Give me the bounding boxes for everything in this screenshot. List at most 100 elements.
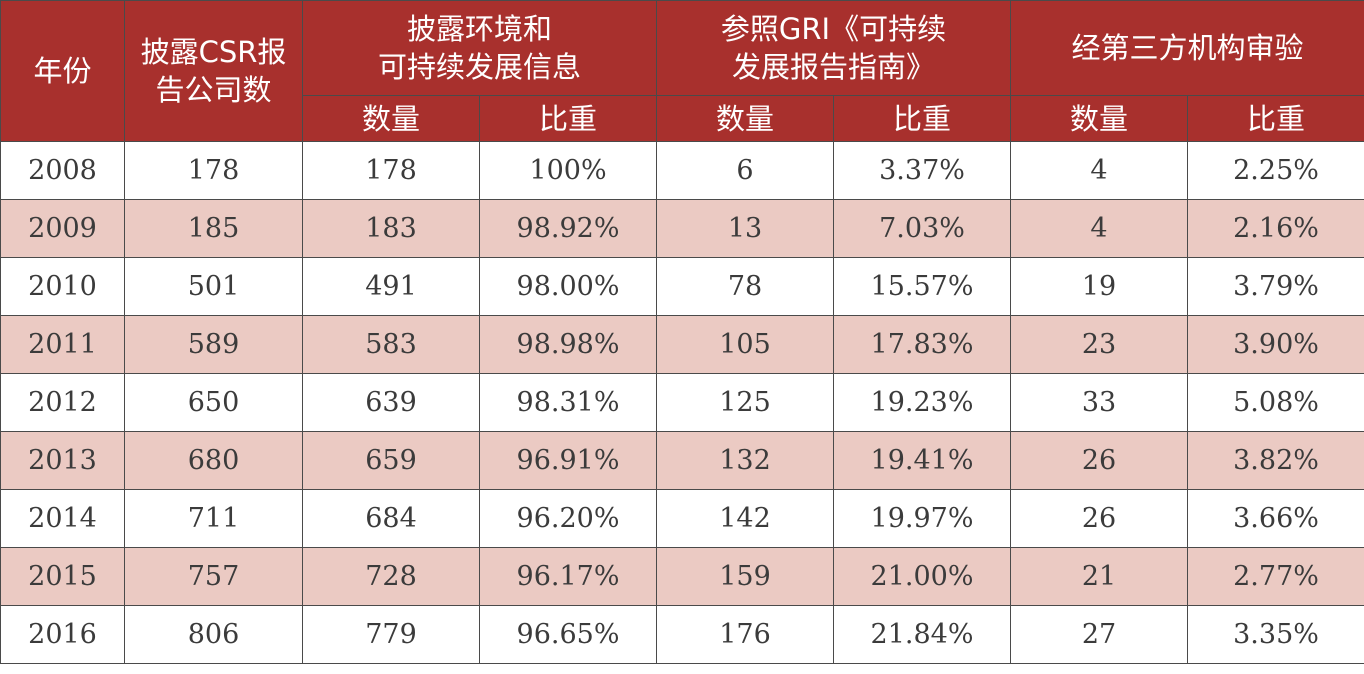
cell-year: 2011 [0,315,125,374]
cell-audit-ratio: 3.35% [1187,605,1364,664]
table-row: 2011 589 583 98.98% 105 17.83% 23 3.90% [0,315,1364,374]
cell-gri-count: 159 [656,547,835,606]
table-row: 2012 650 639 98.31% 125 19.23% 33 5.08% [0,373,1364,432]
cell-env-ratio: 98.00% [478,257,658,316]
cell-gri-ratio: 19.41% [833,431,1012,490]
cell-audit-count: 23 [1010,315,1189,374]
cell-env-count: 583 [302,315,480,374]
cell-gri-count: 6 [656,141,835,200]
table-header: 年份 披露CSR报 告公司数 披露环境和 可持续发展信息 参照GRI《可持续 发… [0,0,1364,142]
cell-companies: 185 [124,199,303,258]
cell-companies: 589 [124,315,303,374]
cell-gri-count: 142 [656,489,835,548]
cell-audit-count: 26 [1010,489,1189,548]
header-year: 年份 [0,0,125,142]
cell-year: 2010 [0,257,125,316]
cell-audit-count: 19 [1010,257,1189,316]
cell-year: 2014 [0,489,125,548]
cell-audit-count: 27 [1010,605,1189,664]
cell-audit-count: 21 [1010,547,1189,606]
header-companies: 披露CSR报 告公司数 [124,0,303,142]
cell-audit-count: 33 [1010,373,1189,432]
cell-gri-count: 125 [656,373,835,432]
cell-year: 2016 [0,605,125,664]
cell-companies: 757 [124,547,303,606]
header-audit-count: 数量 [1010,95,1189,142]
cell-audit-ratio: 2.16% [1187,199,1364,258]
cell-year: 2015 [0,547,125,606]
cell-env-count: 684 [302,489,480,548]
header-gri-line1: 参照GRI《可持续 [720,12,947,46]
header-gri: 参照GRI《可持续 发展报告指南》 [656,0,1012,96]
cell-gri-count: 105 [656,315,835,374]
header-env-line2: 可持续发展信息 [378,50,582,84]
cell-year: 2013 [0,431,125,490]
cell-env-count: 639 [302,373,480,432]
cell-env-count: 659 [302,431,480,490]
table-row: 2009 185 183 98.92% 13 7.03% 4 2.16% [0,199,1364,258]
table-row: 2013 680 659 96.91% 132 19.41% 26 3.82% [0,431,1364,490]
cell-env-count: 491 [302,257,480,316]
header-audit: 经第三方机构审验 [1010,0,1364,96]
cell-year: 2008 [0,141,125,200]
cell-env-count: 728 [302,547,480,606]
cell-env-count: 779 [302,605,480,664]
cell-audit-count: 4 [1010,141,1189,200]
table-row: 2014 711 684 96.20% 142 19.97% 26 3.66% [0,489,1364,548]
cell-gri-count: 13 [656,199,835,258]
cell-gri-ratio: 19.97% [833,489,1012,548]
cell-env-ratio: 96.91% [478,431,658,490]
cell-env-ratio: 96.17% [478,547,658,606]
cell-env-ratio: 98.98% [478,315,658,374]
cell-env-ratio: 98.31% [478,373,658,432]
cell-audit-count: 4 [1010,199,1189,258]
cell-env-ratio: 100% [478,141,658,200]
cell-gri-ratio: 21.00% [833,547,1012,606]
cell-env-ratio: 96.20% [478,489,658,548]
cell-gri-ratio: 17.83% [833,315,1012,374]
table-row: 2015 757 728 96.17% 159 21.00% 21 2.77% [0,547,1364,606]
cell-companies: 680 [124,431,303,490]
table-row: 2008 178 178 100% 6 3.37% 4 2.25% [0,141,1364,200]
cell-audit-ratio: 3.79% [1187,257,1364,316]
table-row: 2010 501 491 98.00% 78 15.57% 19 3.79% [0,257,1364,316]
header-gri-count: 数量 [656,95,835,142]
cell-companies: 501 [124,257,303,316]
cell-env-ratio: 96.65% [478,605,658,664]
header-env-count: 数量 [302,95,480,142]
cell-companies: 806 [124,605,303,664]
cell-audit-ratio: 3.82% [1187,431,1364,490]
header-companies-line2: 告公司数 [155,73,272,107]
cell-audit-ratio: 3.66% [1187,489,1364,548]
cell-audit-count: 26 [1010,431,1189,490]
cell-year: 2012 [0,373,125,432]
cell-gri-ratio: 15.57% [833,257,1012,316]
table-row: 2016 806 779 96.65% 176 21.84% 27 3.35% [0,605,1364,664]
table-body: 2008 178 178 100% 6 3.37% 4 2.25% 2009 1… [0,141,1364,664]
cell-audit-ratio: 5.08% [1187,373,1364,432]
cell-env-ratio: 98.92% [478,199,658,258]
cell-env-count: 178 [302,141,480,200]
cell-gri-ratio: 21.84% [833,605,1012,664]
header-env-line1: 披露环境和 [407,12,553,46]
cell-companies: 178 [124,141,303,200]
cell-companies: 650 [124,373,303,432]
cell-gri-ratio: 19.23% [833,373,1012,432]
header-companies-line1: 披露CSR报 [140,35,287,69]
header-audit-ratio: 比重 [1187,95,1364,142]
header-env: 披露环境和 可持续发展信息 [301,0,658,96]
cell-gri-ratio: 3.37% [833,141,1012,200]
cell-audit-ratio: 2.77% [1187,547,1364,606]
cell-year: 2009 [0,199,125,258]
header-gri-ratio: 比重 [833,95,1012,142]
header-gri-line2: 发展报告指南》 [732,50,936,84]
cell-gri-ratio: 7.03% [833,199,1012,258]
cell-companies: 711 [124,489,303,548]
header-env-ratio: 比重 [478,95,658,142]
cell-gri-count: 132 [656,431,835,490]
cell-audit-ratio: 2.25% [1187,141,1364,200]
cell-env-count: 183 [302,199,480,258]
cell-gri-count: 176 [656,605,835,664]
cell-audit-ratio: 3.90% [1187,315,1364,374]
